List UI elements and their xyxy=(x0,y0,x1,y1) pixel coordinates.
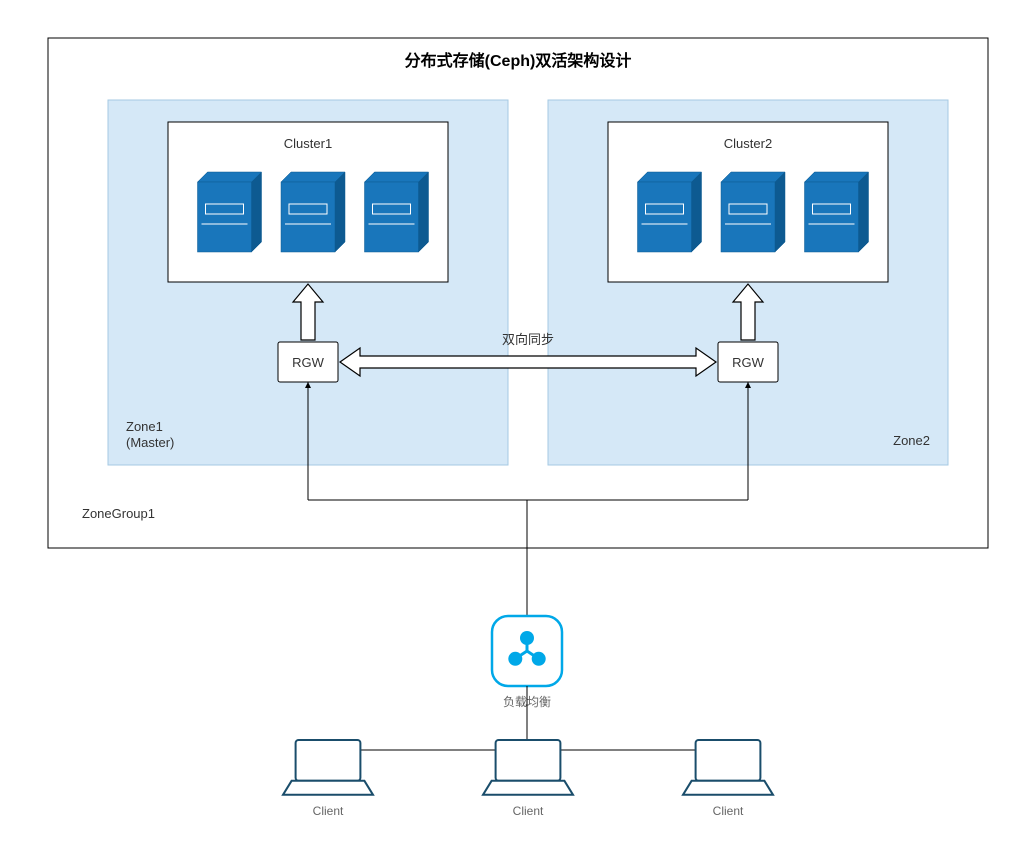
server-icon xyxy=(419,172,429,252)
zone-label: Zone2 xyxy=(893,433,930,448)
laptop-icon xyxy=(496,740,561,781)
laptop-icon xyxy=(696,740,761,781)
zone-label: Zone1 xyxy=(126,419,163,434)
laptop-icon xyxy=(283,781,373,795)
server-icon xyxy=(365,172,429,182)
zone-label: (Master) xyxy=(126,435,174,450)
client-label: Client xyxy=(313,804,344,818)
diagram-title: 分布式存储(Ceph)双活架构设计 xyxy=(405,51,632,70)
server-icon xyxy=(721,182,775,252)
laptop-icon xyxy=(683,781,773,795)
client-label: Client xyxy=(713,804,744,818)
load-balancer-icon xyxy=(508,652,522,666)
cluster-label: Cluster1 xyxy=(284,136,332,151)
server-icon xyxy=(638,172,702,182)
server-icon xyxy=(252,172,262,252)
server-icon xyxy=(335,172,345,252)
server-icon xyxy=(775,172,785,252)
server-icon xyxy=(638,182,692,252)
server-icon xyxy=(198,182,252,252)
server-icon xyxy=(692,172,702,252)
load-balancer-icon xyxy=(532,652,546,666)
server-icon xyxy=(805,182,859,252)
zonegroup-label: ZoneGroup1 xyxy=(82,506,155,521)
server-icon xyxy=(281,172,345,182)
cluster-label: Cluster2 xyxy=(724,136,772,151)
client-label: Client xyxy=(513,804,544,818)
server-icon xyxy=(198,172,262,182)
server-icon xyxy=(281,182,335,252)
load-balancer-icon xyxy=(520,631,534,645)
server-icon xyxy=(365,182,419,252)
server-icon xyxy=(859,172,869,252)
laptop-icon xyxy=(296,740,361,781)
laptop-icon xyxy=(483,781,573,795)
rgw-label: RGW xyxy=(732,355,765,370)
rgw-label: RGW xyxy=(292,355,325,370)
server-icon xyxy=(721,172,785,182)
server-icon xyxy=(805,172,869,182)
sync-label: 双向同步 xyxy=(502,332,554,347)
